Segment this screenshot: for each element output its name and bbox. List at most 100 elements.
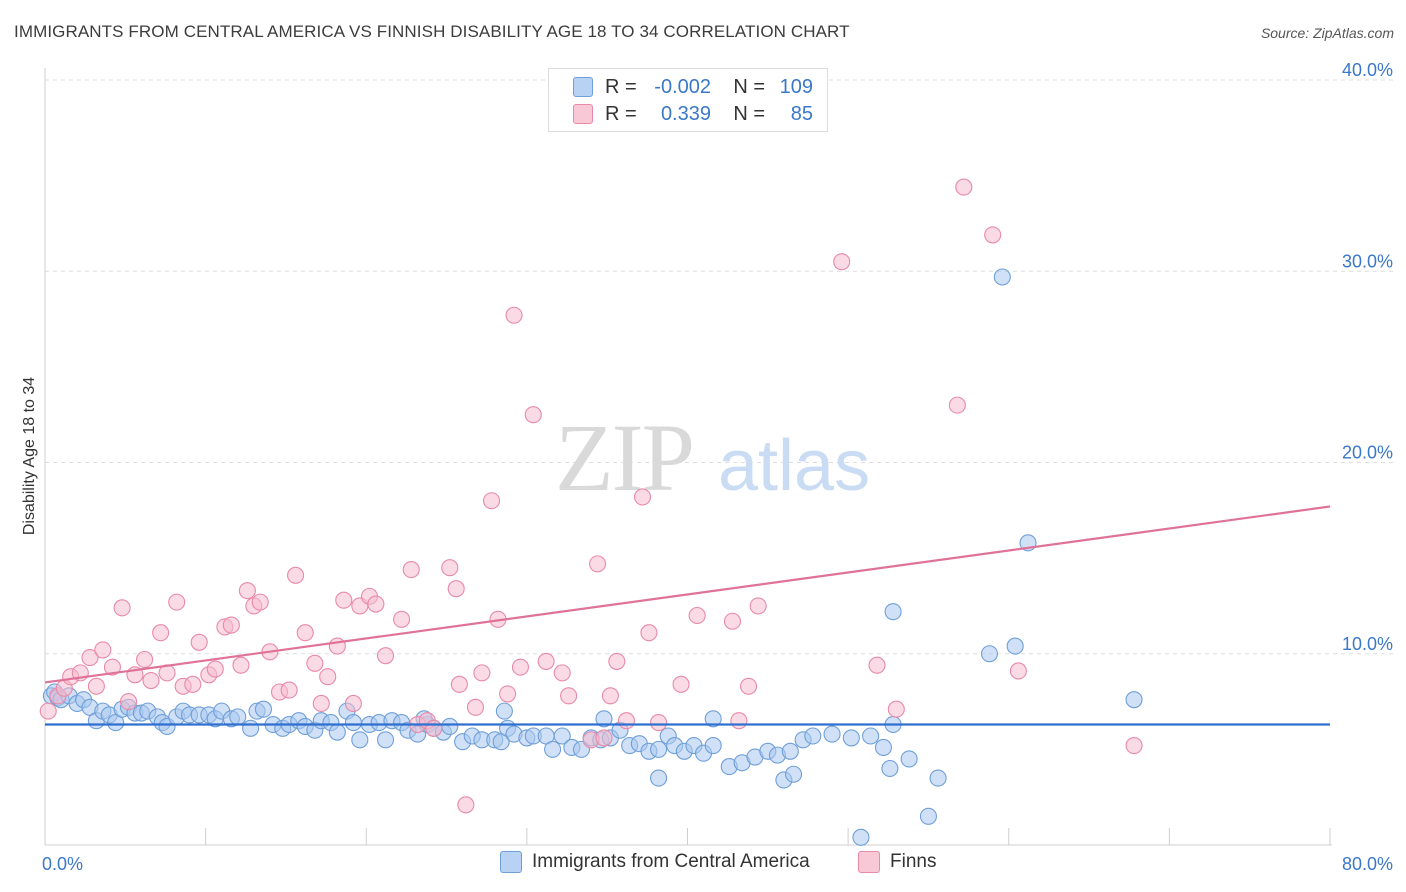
data-point	[633, 488, 652, 506]
series-immigrants-points	[42, 268, 1143, 846]
legend-row-immigrants: R = -0.002 N = 109	[573, 74, 813, 100]
data-point	[376, 731, 395, 749]
y-tick-label: 10.0%	[1342, 634, 1393, 654]
data-point	[730, 712, 748, 730]
data-point	[617, 712, 636, 730]
data-point	[524, 406, 542, 424]
data-point	[588, 555, 607, 573]
data-point	[190, 633, 208, 651]
data-point	[482, 492, 501, 510]
tick-labels: 10.0% 20.0% 30.0% 40.0% 0.0% 80.0%	[42, 60, 1393, 874]
data-point	[919, 807, 937, 825]
data-point	[900, 750, 918, 768]
data-point	[466, 698, 485, 716]
data-point	[152, 624, 170, 642]
data-point	[650, 769, 668, 787]
data-point	[229, 708, 247, 726]
data-point	[887, 700, 905, 718]
stats-legend: R = -0.002 N = 109 R = 0.339 N = 85	[548, 68, 828, 132]
data-point	[393, 610, 411, 628]
data-point	[804, 727, 822, 745]
trend-lines	[44, 505, 1331, 726]
data-point	[254, 700, 273, 718]
data-point	[206, 660, 224, 678]
data-point	[344, 694, 362, 713]
data-point	[884, 603, 902, 621]
data-point	[376, 647, 395, 665]
data-point	[553, 727, 571, 745]
legend-r-label: R =	[605, 102, 637, 125]
data-point	[94, 641, 112, 659]
data-point	[1009, 662, 1027, 680]
data-point	[113, 599, 131, 617]
bottom-legend-swatch-finns	[858, 851, 880, 873]
data-point	[447, 580, 465, 598]
data-point	[948, 396, 966, 414]
data-point	[842, 729, 860, 747]
grid-lines	[45, 79, 1395, 655]
data-point	[119, 693, 138, 711]
data-point	[441, 559, 459, 577]
data-point	[306, 654, 324, 672]
y-axis-label: Disability Age 18 to 34	[21, 377, 38, 535]
data-point	[328, 637, 346, 655]
data-point	[402, 561, 420, 579]
data-point	[184, 675, 202, 693]
data-point	[672, 675, 690, 693]
data-point	[441, 717, 459, 735]
data-point	[601, 687, 619, 705]
data-point	[142, 671, 160, 690]
data-point	[833, 253, 851, 271]
data-point	[640, 624, 658, 642]
x-tick-label-max: 80.0%	[1342, 854, 1393, 874]
data-point	[242, 719, 260, 737]
data-point	[1006, 637, 1024, 655]
data-point	[704, 736, 722, 755]
data-point	[874, 738, 893, 757]
data-point	[781, 742, 799, 760]
data-point	[537, 652, 555, 670]
source-label: Source: ZipAtlas.com	[1260, 25, 1394, 41]
data-point	[980, 645, 999, 663]
legend-r-value: 0.339	[660, 102, 711, 125]
data-point	[296, 624, 314, 642]
data-point	[784, 765, 803, 783]
data-point	[81, 649, 99, 667]
axes	[44, 68, 1332, 846]
data-point	[553, 664, 571, 682]
data-point	[287, 566, 305, 584]
legend-n-label: N =	[733, 75, 765, 98]
data-point	[344, 714, 362, 732]
data-point	[511, 658, 530, 676]
data-point	[650, 740, 668, 758]
data-point	[1125, 691, 1143, 709]
data-point	[955, 178, 973, 196]
data-point	[862, 727, 880, 745]
bottom-legend-finns: Finns	[858, 851, 936, 873]
data-point	[328, 723, 346, 741]
legend-row-finns: R = 0.339 N = 85	[573, 101, 813, 127]
data-point	[739, 677, 758, 695]
bottom-legend-label-immigrants: Immigrants from Central America	[532, 851, 810, 872]
data-point	[852, 828, 870, 846]
series-finns-points	[39, 178, 1143, 814]
data-point	[238, 582, 256, 600]
data-point	[650, 714, 668, 732]
bottom-legend-immigrants: Immigrants from Central America	[500, 851, 810, 873]
data-point	[473, 664, 491, 682]
data-point	[450, 675, 468, 693]
data-point	[984, 226, 1002, 244]
data-point	[749, 597, 767, 615]
y-tick-label: 30.0%	[1342, 251, 1393, 271]
data-point	[993, 268, 1011, 286]
data-point	[168, 593, 186, 611]
y-tick-label: 40.0%	[1342, 60, 1393, 80]
legend-n-value: 85	[790, 102, 813, 125]
data-point	[595, 710, 613, 728]
y-tick-label: 20.0%	[1342, 443, 1393, 463]
data-point	[103, 658, 122, 676]
data-point	[251, 593, 269, 611]
legend-r-value: -0.002	[654, 75, 711, 98]
data-point	[608, 652, 626, 670]
